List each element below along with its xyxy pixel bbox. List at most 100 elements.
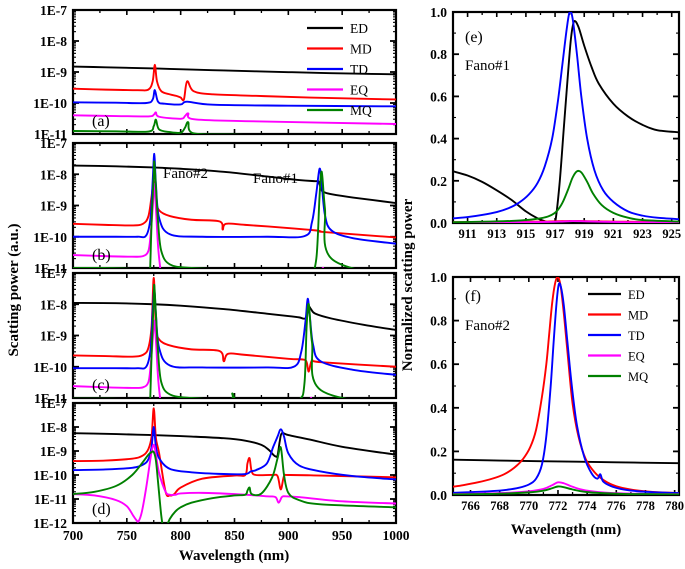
x-tick-label-d-4: 900: [278, 528, 299, 543]
y-tick-label-f-3: 0.6: [430, 357, 447, 372]
annotation-fano1: Fano#1: [253, 171, 298, 187]
series-e-ED: [453, 20, 679, 223]
series-c-ED: [73, 302, 396, 331]
y-tick-label-b-4: 1E-11: [34, 261, 67, 276]
y-tick-label-a-2: 1E-9: [40, 65, 67, 80]
series-b-ED: [73, 164, 396, 204]
panel-a: [71, 8, 398, 136]
x-tick-label-f-6: 778: [636, 499, 655, 513]
series-group-d: [73, 407, 396, 523]
series-b-MD: [73, 180, 396, 239]
y-tick-label-d-5: 1E-12: [33, 516, 67, 531]
series-group-a: [73, 63, 396, 134]
x-tick-label-f-3: 772: [549, 499, 568, 513]
y-tick-label-a-4: 1E-11: [34, 127, 67, 142]
series-f-MQ: [453, 485, 679, 495]
series-group-f: [453, 277, 679, 495]
panel-b: [71, 141, 398, 270]
x-axis-title-left: Wavelength (nm): [179, 548, 289, 564]
legend-label-f-MD: MD: [628, 309, 648, 323]
x-tick-label-f-4: 774: [578, 499, 598, 513]
panel-frame-a: [71, 8, 398, 136]
x-tick-label-f-7: 780: [665, 499, 684, 513]
legend-label-a-MQ: MQ: [350, 103, 372, 118]
legend-label-f-TD: TD: [628, 329, 645, 343]
x-tick-label-e-4: 919: [575, 227, 594, 241]
y-tick-label-f-0: 0.0: [430, 488, 447, 503]
x-tick-label-d-0: 700: [63, 528, 84, 543]
annotation-fano2: Fano#2: [163, 166, 208, 182]
series-b-EQ: [73, 182, 325, 268]
y-tick-label-f-2: 0.4: [430, 401, 447, 416]
panel-tag-d: (d): [92, 501, 111, 518]
panel-tag-b: (b): [92, 247, 111, 264]
series-b-MQ: [73, 160, 356, 268]
x-axis-title-right: Wavelength (nm): [511, 522, 621, 538]
legend-f: ED MD TD EQ MQ: [588, 288, 648, 384]
left-axis-title: Scatting power (a.u.): [6, 223, 22, 356]
y-tick-label-f-5: 1.0: [430, 270, 447, 285]
panel-d: [71, 401, 398, 525]
x-tick-label-e-2: 915: [517, 227, 536, 241]
panel-e-fano-label: Fano#1: [465, 58, 510, 74]
x-tick-label-e-0: 911: [459, 227, 477, 241]
panel-tag-a: (a): [92, 113, 110, 130]
panel-tag-f: (f): [465, 288, 481, 305]
y-tick-label-b-1: 1E-8: [40, 167, 67, 182]
y-tick-label-e-4: 0.8: [430, 47, 447, 62]
y-tick-label-f-1: 0.2: [430, 444, 447, 459]
series-a-MQ: [73, 118, 244, 134]
y-tick-label-d-0: 1E-7: [40, 396, 67, 411]
series-b-TD: [73, 152, 396, 245]
series-d-MD: [73, 407, 396, 498]
series-e-EQ: [453, 220, 679, 223]
panel-frame-c: [71, 271, 398, 400]
y-tick-label-d-3: 1E-10: [33, 468, 67, 483]
series-e-TD: [453, 12, 679, 221]
x-tick-label-d-2: 800: [171, 528, 192, 543]
series-a-MD: [73, 63, 396, 102]
y-tick-label-a-0: 1E-7: [40, 3, 67, 18]
series-f-ED: [453, 458, 679, 465]
legend-label-a-TD: TD: [350, 62, 368, 77]
y-tick-label-a-1: 1E-8: [40, 34, 67, 49]
legend-a: ED MD TD EQ MQ: [307, 21, 372, 118]
panel-frame-b: [71, 141, 398, 270]
legend-label-f-ED: ED: [628, 288, 645, 302]
series-a-EQ: [73, 111, 396, 125]
y-tick-label-b-3: 1E-10: [33, 230, 67, 245]
y-tick-label-e-2: 0.4: [430, 132, 447, 147]
y-tick-label-d-1: 1E-8: [40, 420, 67, 435]
x-tick-label-e-6: 923: [633, 227, 652, 241]
y-tick-label-c-0: 1E-7: [40, 266, 67, 281]
y-tick-label-b-0: 1E-7: [40, 136, 67, 151]
right-axis-title: Normalized scatting power: [400, 198, 416, 371]
legend-label-a-MD: MD: [350, 42, 372, 57]
panel-frame-d: [71, 401, 398, 525]
y-tick-label-e-5: 1.0: [430, 5, 447, 20]
legend-label-f-MQ: MQ: [628, 370, 648, 384]
y-tick-label-c-1: 1E-8: [40, 297, 67, 312]
series-f-MD: [453, 277, 679, 494]
series-c-EQ: [73, 319, 313, 398]
x-tick-label-e-7: 925: [662, 227, 681, 241]
x-tick-label-f-0: 766: [461, 499, 480, 513]
y-tick-label-b-2: 1E-9: [40, 199, 67, 214]
x-tick-label-f-1: 768: [490, 499, 509, 513]
x-tick-label-f-2: 770: [519, 499, 538, 513]
panel-e: [451, 10, 681, 225]
panel-c: [71, 271, 398, 400]
panel-frame-e: [451, 10, 681, 225]
panel-f: [451, 275, 681, 497]
legend-label-a-ED: ED: [350, 21, 368, 36]
x-tick-label-e-3: 917: [546, 227, 565, 241]
x-tick-label-d-6: 1000: [383, 528, 410, 543]
panel-tag-c: (c): [92, 377, 110, 394]
legend-label-f-EQ: EQ: [628, 350, 645, 364]
y-tick-label-e-0: 0.0: [430, 216, 447, 231]
series-e-MQ: [453, 169, 679, 223]
series-a-ED: [73, 65, 396, 76]
series-c-MQ: [73, 283, 348, 398]
y-tick-label-a-3: 1E-10: [33, 96, 67, 111]
